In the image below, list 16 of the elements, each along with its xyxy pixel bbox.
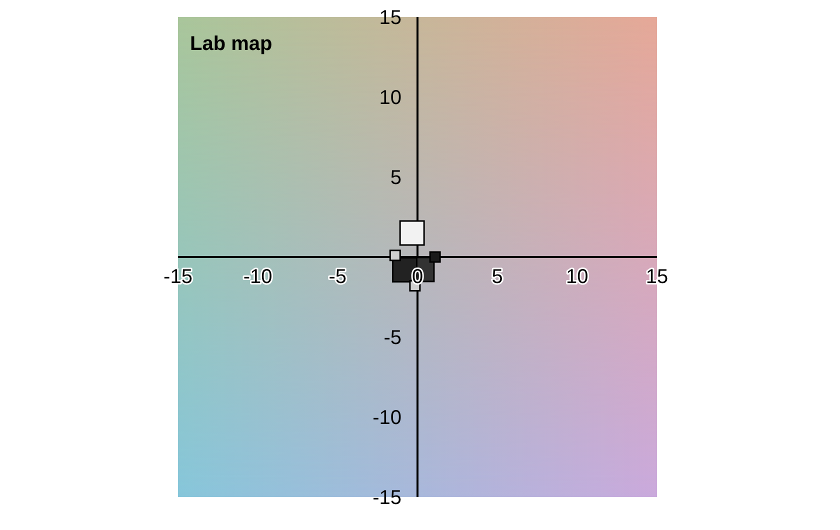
x-tick-label: -5 bbox=[328, 266, 347, 288]
y-tick-label: -10 bbox=[372, 407, 402, 429]
x-tick-label: 15 bbox=[646, 266, 668, 288]
y-tick-label: 5 bbox=[390, 167, 402, 189]
x-tick-label: -15 bbox=[164, 266, 192, 288]
y-tick-label: 15 bbox=[379, 7, 402, 29]
point bbox=[389, 250, 401, 262]
y-tick-label: 10 bbox=[379, 87, 402, 109]
point bbox=[399, 220, 425, 246]
x-tick-label: 10 bbox=[566, 266, 588, 288]
y-tick-label: -15 bbox=[372, 487, 402, 509]
y-tick-label: -5 bbox=[384, 327, 402, 349]
point bbox=[429, 251, 441, 263]
text: Lab map bbox=[190, 33, 272, 55]
x-tick-label: 5 bbox=[492, 266, 503, 288]
x-tick-label: -10 bbox=[243, 266, 272, 288]
